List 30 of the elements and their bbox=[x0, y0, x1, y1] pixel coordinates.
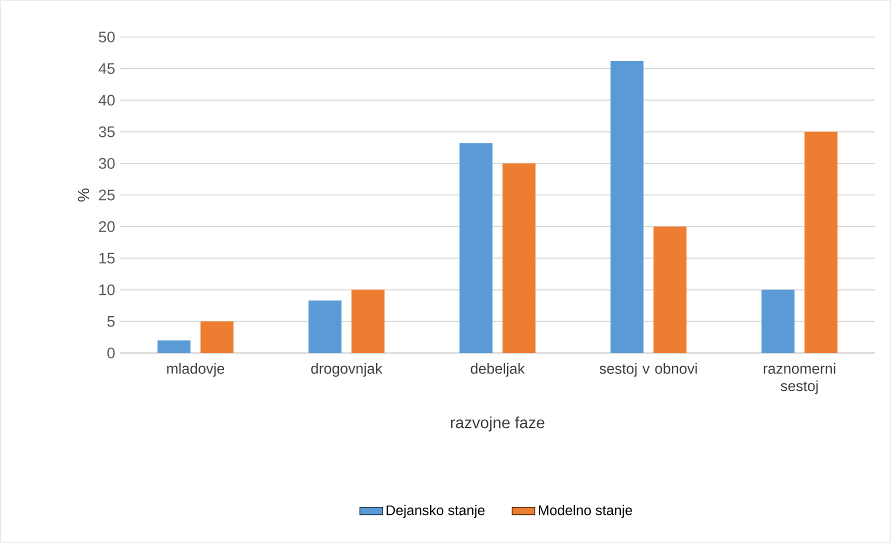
legend-label: Modelno stanje bbox=[538, 504, 632, 518]
x-tick-label: debeljak bbox=[470, 363, 525, 377]
bar bbox=[502, 163, 536, 353]
y-tick-label: 20 bbox=[99, 221, 115, 232]
bar bbox=[158, 340, 190, 353]
bar bbox=[308, 300, 342, 353]
y-tick-label: 15 bbox=[99, 252, 115, 264]
bar bbox=[654, 226, 687, 353]
y-axis-title: % bbox=[78, 188, 90, 202]
y-tick-label: 25 bbox=[99, 190, 115, 200]
y-tick-label: 30 bbox=[98, 158, 115, 169]
x-tick-label: mladovje bbox=[167, 363, 224, 377]
bar bbox=[804, 132, 838, 353]
x-axis-title: razvojne faze bbox=[450, 416, 544, 432]
x-tick-label: sestoj v obnovi bbox=[600, 363, 697, 377]
y-tick-label: 35 bbox=[98, 126, 115, 138]
bar bbox=[762, 290, 795, 353]
y-tick-label: 50 bbox=[98, 32, 115, 42]
bar bbox=[200, 321, 234, 353]
y-tick-label: 10 bbox=[99, 284, 115, 296]
bar bbox=[610, 61, 644, 353]
x-tick-label: drogovnjak bbox=[311, 363, 382, 377]
y-tick-label: 0 bbox=[107, 348, 115, 358]
legend-label: Dejansko stanje bbox=[386, 504, 485, 518]
bar bbox=[460, 143, 493, 353]
x-tick-label: raznomerni sestoj bbox=[764, 363, 836, 394]
y-tick-label: 5 bbox=[107, 316, 115, 327]
y-tick-label: 40 bbox=[98, 94, 115, 106]
bar bbox=[352, 290, 385, 353]
y-tick-label: 45 bbox=[98, 63, 115, 74]
